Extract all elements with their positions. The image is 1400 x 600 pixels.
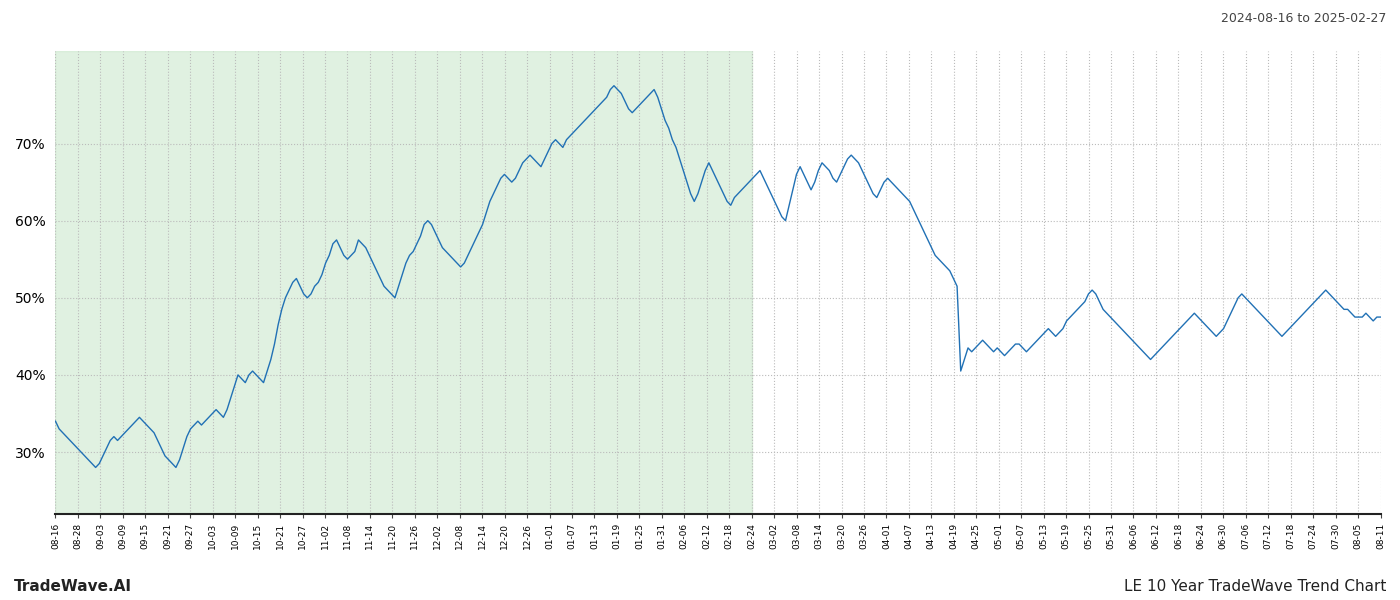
Text: 2024-08-16 to 2025-02-27: 2024-08-16 to 2025-02-27 — [1221, 12, 1386, 25]
Text: LE 10 Year TradeWave Trend Chart: LE 10 Year TradeWave Trend Chart — [1124, 579, 1386, 594]
Text: TradeWave.AI: TradeWave.AI — [14, 579, 132, 594]
Bar — [56, 51, 752, 514]
